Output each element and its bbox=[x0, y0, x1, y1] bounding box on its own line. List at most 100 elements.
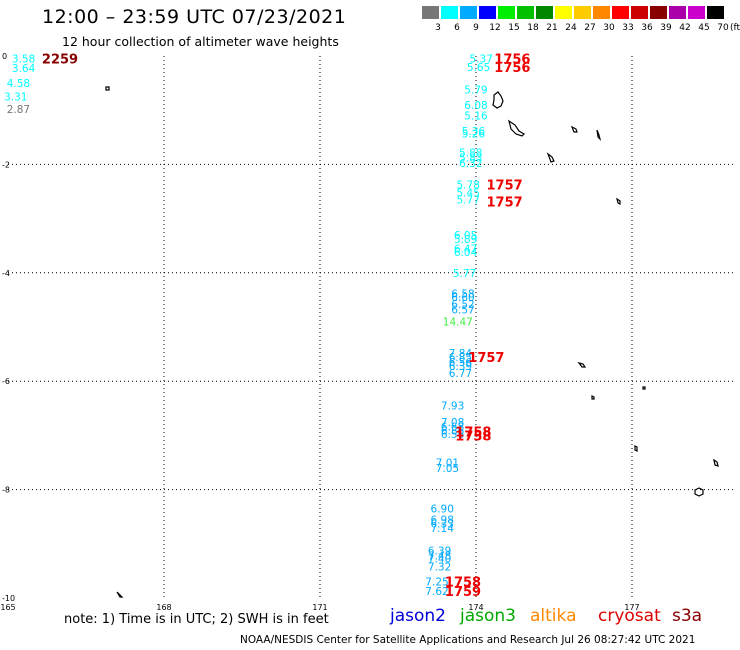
scale-color-cell bbox=[555, 6, 573, 19]
scale-color-cell bbox=[536, 6, 554, 19]
wave-height-label: 5.77 bbox=[457, 195, 480, 207]
scale-tick-label: 45 bbox=[698, 23, 710, 33]
scale-color-cell bbox=[707, 6, 725, 19]
scale-tick-label: 39 bbox=[660, 23, 672, 33]
pass-time-label: 1757 bbox=[487, 178, 523, 193]
wave-height-label: 6.77 bbox=[449, 368, 472, 380]
wave-height-label: 6.52 bbox=[451, 299, 474, 311]
pass-time-label: 1759 bbox=[445, 585, 481, 600]
wave-height-label: 5.36 bbox=[462, 126, 486, 138]
wave-height-label: 6.32 bbox=[459, 158, 482, 170]
wave-height-label: 5.79 bbox=[464, 85, 487, 97]
scale-color-cell bbox=[631, 6, 649, 19]
wave-height-label: 5.83 bbox=[459, 152, 482, 164]
satellite-name-jason3: jason3 bbox=[460, 606, 516, 626]
footer-credit: NOAA/NESDIS Center for Satellite Applica… bbox=[240, 634, 696, 646]
wave-height-label: 14.47 bbox=[443, 317, 473, 329]
wave-height-label: 6.90 bbox=[431, 504, 454, 516]
island-outline bbox=[577, 362, 587, 368]
wave-height-label: 7.25 bbox=[425, 577, 448, 589]
scale-tick-label: 12 bbox=[489, 23, 501, 33]
island-outline bbox=[616, 197, 621, 205]
scale-tick-label: 21 bbox=[546, 23, 558, 33]
island-outline bbox=[492, 91, 504, 109]
scale-color-cell bbox=[612, 6, 630, 19]
wave-height-label: 6.56 bbox=[449, 357, 473, 369]
scale-tick-label: 70 bbox=[717, 23, 729, 33]
scale-color-cell bbox=[498, 6, 516, 19]
satellite-name-altika: altika bbox=[530, 606, 577, 626]
wave-height-label: 6.04 bbox=[454, 247, 478, 259]
wave-height-label: 5.88 bbox=[459, 147, 482, 159]
wave-height-label: 6.57 bbox=[451, 305, 474, 317]
lat-tick-label: -8 bbox=[2, 486, 10, 495]
scale-color-cell bbox=[688, 6, 706, 19]
pass-time-label: 1758 bbox=[455, 426, 491, 441]
note-text: note: 1) Time is in UTC; 2) SWH is in fe… bbox=[64, 612, 329, 627]
wave-height-label: 5.77 bbox=[453, 268, 476, 280]
pass-time-label: 1758 bbox=[455, 429, 491, 444]
scale-tick-label: 33 bbox=[622, 23, 634, 33]
wave-height-label: 5.37 bbox=[470, 54, 493, 66]
wave-height-label: 3.64 bbox=[12, 63, 36, 75]
wave-height-label: 7.48 bbox=[428, 551, 451, 563]
pass-time-label: 1758 bbox=[445, 576, 481, 591]
lat-tick-label: -6 bbox=[2, 377, 10, 386]
island-outline bbox=[591, 395, 595, 400]
scale-color-cell bbox=[669, 6, 687, 19]
scale-tick-label: 9 bbox=[473, 23, 479, 33]
island-outlines bbox=[105, 86, 719, 598]
wave-height-label: 7.84 bbox=[449, 348, 473, 360]
graticule-grid bbox=[8, 56, 736, 598]
scale-unit-label: (ft) bbox=[730, 23, 740, 33]
wave-height-label: 6.85 bbox=[449, 352, 472, 364]
wave-height-labels: 3.583.64 4.58 3.312.87 5.375.65 5.79 6.085.16… bbox=[4, 54, 493, 598]
lat-tick-label: -10 bbox=[2, 594, 15, 603]
wave-height-label: 6.47 bbox=[454, 243, 477, 255]
wave-height-label: 5.26 bbox=[462, 129, 486, 141]
island-outline bbox=[596, 129, 602, 141]
pass-time-label: 2259 bbox=[42, 53, 78, 68]
island-outline bbox=[105, 86, 110, 91]
wave-height-label: 5.89 bbox=[454, 234, 477, 246]
scale-color-cell bbox=[574, 6, 592, 19]
scale-tick-label: 18 bbox=[527, 23, 539, 33]
island-outline bbox=[694, 487, 704, 497]
wave-height-label: 6.56 bbox=[441, 429, 465, 441]
wave-height-label: 6.33 bbox=[431, 519, 454, 531]
pass-time-label: 1757 bbox=[487, 195, 523, 210]
wave-height-label: 2.87 bbox=[7, 104, 30, 116]
scale-tick-label: 6 bbox=[454, 23, 460, 33]
wave-height-label: 7.62 bbox=[425, 586, 448, 598]
scale-tick-label: 30 bbox=[603, 23, 615, 33]
wave-height-label: 6.05 bbox=[454, 230, 477, 242]
wave-height-label: 7.93 bbox=[441, 401, 464, 413]
scale-color-cell bbox=[460, 6, 478, 19]
lon-tick-label: 165 bbox=[0, 603, 15, 612]
wave-height-label: 7.40 bbox=[428, 553, 451, 565]
wave-height-label: 3.58 bbox=[12, 54, 35, 66]
satellite-name-cryosat: cryosat bbox=[598, 606, 661, 626]
island-outline bbox=[508, 119, 525, 137]
lon-tick-label: 174 bbox=[468, 603, 483, 612]
pass-time-label: 1757 bbox=[468, 351, 504, 366]
wave-height-label: 5.78 bbox=[457, 179, 480, 191]
wave-height-label: 7.05 bbox=[436, 463, 459, 475]
scale-color-cell bbox=[479, 6, 497, 19]
wave-height-label: 6.08 bbox=[464, 100, 487, 112]
island-outline bbox=[642, 386, 646, 390]
island-outline bbox=[713, 458, 719, 467]
scale-color-cell bbox=[517, 6, 535, 19]
scale-tick-label: 3 bbox=[435, 23, 441, 33]
pass-time-label: 1756 bbox=[494, 61, 530, 76]
scale-tick-label: 42 bbox=[679, 23, 691, 33]
scale-tick-label: 36 bbox=[641, 23, 653, 33]
scale-tick-label: 27 bbox=[584, 23, 596, 33]
lat-tick-label: -2 bbox=[2, 160, 10, 169]
scale-tick-label: 15 bbox=[508, 23, 520, 33]
lon-tick-label: 177 bbox=[624, 603, 639, 612]
lat-tick-label: 0 bbox=[2, 52, 7, 61]
